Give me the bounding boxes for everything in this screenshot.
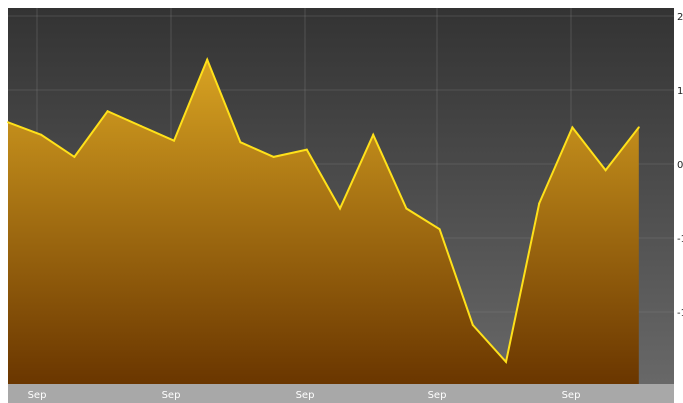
data-point-6 (206, 58, 209, 61)
data-point-18 (604, 169, 607, 172)
data-point-5 (173, 139, 175, 142)
data-point-13 (438, 228, 441, 231)
data-point-14 (471, 324, 474, 326)
x-tick-label: Sep (428, 390, 447, 401)
data-point-12 (405, 207, 408, 210)
data-point-10 (339, 207, 341, 210)
series-line (7, 56, 640, 365)
data-point-0 (7, 121, 9, 124)
data-point-2 (73, 155, 76, 158)
x-tick-label: Sep (296, 390, 315, 401)
data-point-1 (40, 133, 43, 136)
data-point-3 (106, 110, 109, 113)
y-tick-label: -1 (677, 308, 683, 319)
data-point-4 (139, 125, 142, 127)
x-axis-band (8, 384, 674, 403)
data-point-11 (372, 133, 375, 136)
data-point-19 (637, 126, 640, 129)
data-point-16 (538, 202, 541, 205)
y-tick-label: 2 (677, 12, 683, 23)
x-tick-label: Sep (28, 390, 47, 401)
data-point-15 (505, 360, 507, 363)
data-point-7 (239, 141, 242, 144)
x-tick-label: Sep (562, 390, 581, 401)
y-tick-label: 0 (677, 160, 683, 171)
y-tick-label: 1 (677, 86, 683, 97)
x-axis-ticks: Sep Sep Sep Sep Sep (28, 390, 581, 401)
area-fill (8, 59, 639, 384)
data-point-17 (571, 126, 574, 129)
data-point-8 (272, 155, 275, 158)
data-point-9 (305, 148, 308, 151)
y-tick-label: -1 (677, 234, 683, 245)
x-tick-label: Sep (162, 390, 181, 401)
y-axis-ticks: 2 1 0 -1 -1 (677, 12, 683, 319)
